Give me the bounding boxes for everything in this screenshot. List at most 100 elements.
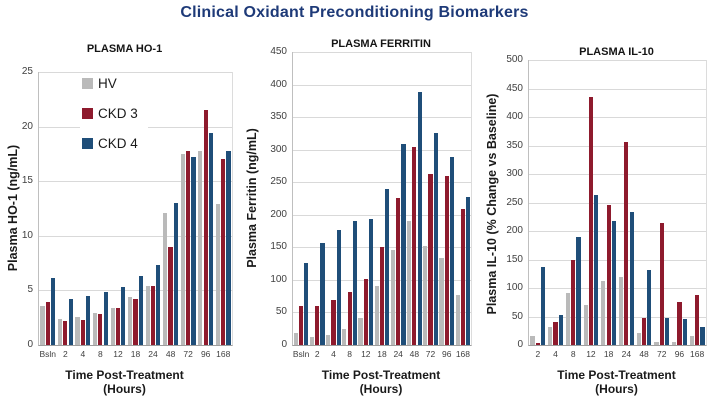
x-axis-label-ferritin: Time Post-Treatment (Hours)	[321, 368, 441, 396]
gridline	[39, 181, 232, 182]
bar-ckd-3-18	[379, 247, 385, 345]
x-tick-label: 72	[183, 349, 193, 359]
bar-hv-2	[309, 336, 315, 345]
bar-hv-bsln	[40, 305, 45, 345]
bar-ckd-4-72	[433, 132, 438, 345]
x-tick-label: 168	[455, 349, 470, 359]
x-axis-label-il10: Time Post-Treatment (Hours)	[557, 368, 676, 396]
legend-item-ckd3: CKD 3	[82, 106, 138, 121]
bar-ckd-3-72	[659, 223, 664, 345]
bar-hv-8	[565, 293, 571, 345]
x-tick-label: 4	[553, 349, 558, 359]
x-tick-label: 4	[80, 349, 86, 359]
x-tick-label: 24	[393, 349, 403, 359]
bar-ckd-3-bsln	[45, 302, 50, 345]
bar-ckd-4-96	[208, 133, 214, 345]
bar-ckd-3-168	[221, 159, 226, 345]
bar-hv-168	[215, 204, 220, 345]
x-tick-label: 24	[621, 349, 632, 359]
bar-ckd-4-48	[647, 270, 652, 345]
gridline	[293, 117, 471, 118]
bar-ckd-3-2	[315, 305, 320, 345]
bar-hv-12	[358, 317, 363, 345]
bar-hv-4	[326, 334, 331, 345]
y-tick-label: 150	[506, 253, 523, 265]
gridline	[529, 146, 706, 147]
bar-ckd-4-4	[86, 295, 91, 345]
bar-ckd-4-168	[700, 327, 705, 345]
x-tick-label: 96	[441, 349, 452, 359]
gridline	[39, 72, 232, 73]
bar-hv-12	[583, 305, 588, 345]
bar-ckd-4-18	[611, 220, 617, 345]
y-tick-label: 200	[270, 208, 287, 220]
bar-ckd-4-18	[138, 276, 143, 345]
y-tick-label: 50	[275, 306, 287, 318]
bar-ckd-3-2	[63, 320, 68, 345]
gridline	[529, 260, 706, 261]
bar-ckd-3-4	[80, 319, 85, 345]
x-tick-label: 8	[570, 349, 576, 359]
x-tick-label: 2	[62, 349, 68, 359]
bar-hv-168	[455, 294, 460, 345]
bar-ckd-3-168	[695, 295, 700, 345]
bar-ckd-3-18	[606, 204, 611, 345]
bar-hv-bsln	[293, 333, 298, 345]
bar-ckd-3-4	[553, 322, 558, 345]
y-tick-label: 450	[506, 82, 523, 94]
bar-ckd-4-2	[320, 242, 325, 345]
bar-ckd-3-168	[460, 208, 465, 345]
legend-swatch-ckd3	[82, 108, 93, 119]
x-tick-label: Bsln	[39, 349, 57, 359]
y-tick-label: 250	[506, 196, 523, 208]
y-tick-label: 100	[506, 282, 523, 293]
legend-label-ckd4: CKD 4	[98, 136, 138, 151]
y-tick-label: 20	[21, 120, 33, 132]
bar-hv-72	[654, 342, 659, 345]
gridline	[293, 150, 471, 151]
x-tick-label: Bsln	[292, 349, 310, 359]
bar-ckd-4-24	[401, 144, 406, 345]
bar-ckd-3-96	[203, 110, 208, 345]
bar-ckd-3-48	[412, 147, 417, 345]
bar-ckd-4-72	[191, 157, 196, 345]
x-tick-label: 12	[361, 349, 371, 359]
bar-hv-2	[57, 318, 63, 345]
bar-hv-18	[374, 286, 379, 345]
bar-ckd-3-bsln	[298, 305, 304, 345]
legend: HV CKD 3 CKD 4	[80, 74, 148, 153]
gridline	[529, 317, 706, 318]
y-tick-label: 150	[270, 241, 287, 253]
bar-ckd-4-48	[173, 203, 178, 345]
x-tick-label: 168	[690, 349, 705, 359]
bar-ckd-4-8	[576, 236, 581, 345]
bar-ckd-4-2	[68, 299, 73, 345]
y-tick-label: 200	[506, 225, 523, 236]
bar-ckd-3-96	[444, 176, 449, 345]
y-tick-label: 450	[270, 46, 287, 57]
x-tick-label: 96	[200, 349, 211, 359]
bar-hv-96	[198, 150, 203, 345]
bar-hv-18	[601, 280, 606, 345]
bar-ckd-4-8	[103, 291, 108, 345]
bar-hv-8	[342, 329, 347, 345]
y-tick-label: 350	[506, 139, 523, 151]
y-tick-label: 350	[270, 111, 287, 123]
y-tick-label: 15	[21, 175, 33, 187]
bar-ckd-4-96	[449, 157, 455, 345]
bar-ckd-4-18	[385, 188, 390, 345]
bar-ckd-4-24	[629, 211, 634, 345]
bar-hv-4	[75, 316, 80, 345]
x-tick-label: 48	[639, 349, 649, 359]
bar-ckd-3-4	[331, 300, 336, 345]
bar-ckd-3-72	[428, 173, 433, 345]
x-tick-label: 72	[425, 349, 436, 359]
y-tick-label: 0	[517, 339, 523, 350]
bar-ckd-4-4	[558, 315, 563, 345]
gridline	[293, 215, 471, 216]
legend-label-hv: HV	[98, 76, 117, 91]
bar-ckd-3-24	[150, 286, 156, 345]
gridline	[39, 290, 232, 291]
bar-ckd-3-8	[347, 292, 352, 345]
bar-ckd-3-12	[588, 97, 594, 345]
